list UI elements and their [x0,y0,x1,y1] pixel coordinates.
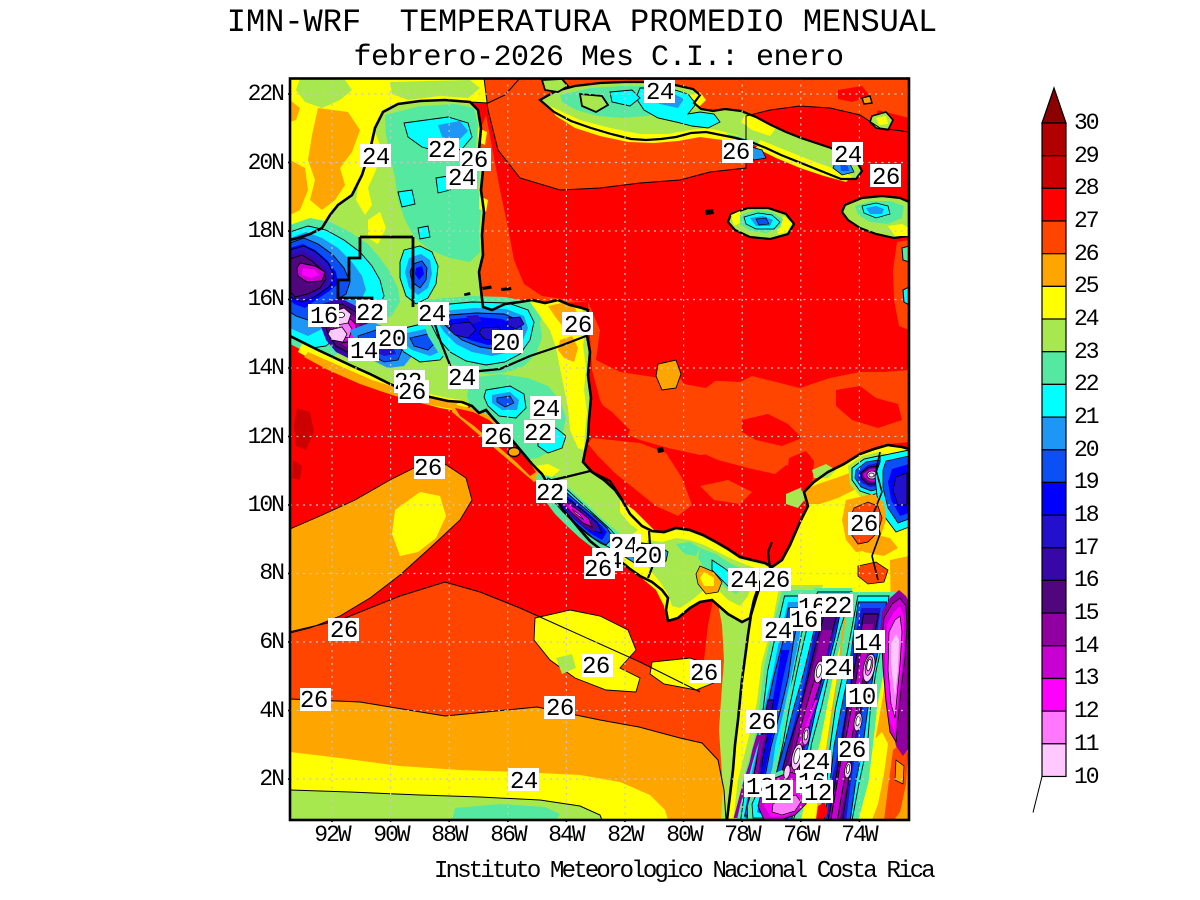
svg-text:22: 22 [536,481,564,508]
svg-text:26: 26 [748,710,776,737]
svg-text:26: 26 [414,456,442,483]
svg-text:24: 24 [448,366,476,393]
svg-text:26: 26 [582,654,610,681]
svg-text:26: 26 [330,618,358,645]
svg-text:26: 26 [584,557,612,584]
svg-text:20: 20 [378,327,406,354]
svg-text:24: 24 [418,302,446,329]
svg-text:24: 24 [730,568,758,595]
svg-text:26: 26 [564,313,592,340]
svg-text:16: 16 [790,608,818,635]
svg-text:24: 24 [532,397,560,424]
svg-text:22: 22 [524,421,552,448]
svg-text:24: 24 [824,656,852,683]
svg-text:26: 26 [872,165,900,192]
svg-text:24: 24 [362,145,390,172]
svg-text:10: 10 [848,685,876,712]
svg-text:26: 26 [850,512,878,539]
svg-text:12: 12 [804,781,832,808]
svg-text:24: 24 [646,80,674,107]
svg-text:24: 24 [764,619,792,646]
svg-text:26: 26 [546,696,574,723]
svg-text:24: 24 [834,143,862,170]
svg-text:26: 26 [690,661,718,688]
svg-text:24: 24 [448,166,476,193]
svg-text:14: 14 [854,631,882,658]
svg-text:26: 26 [484,425,512,452]
svg-text:22: 22 [356,301,384,328]
svg-text:26: 26 [722,140,750,167]
svg-text:20: 20 [492,331,520,358]
svg-text:26: 26 [300,688,328,715]
svg-text:26: 26 [838,738,866,765]
svg-text:26: 26 [398,380,426,407]
svg-text:20: 20 [634,544,662,571]
svg-text:14: 14 [350,339,378,366]
svg-text:22: 22 [428,138,456,165]
svg-text:16: 16 [310,304,338,331]
svg-text:24: 24 [510,769,538,796]
svg-text:26: 26 [762,568,790,595]
svg-text:12: 12 [764,781,792,808]
svg-text:22: 22 [824,594,852,621]
